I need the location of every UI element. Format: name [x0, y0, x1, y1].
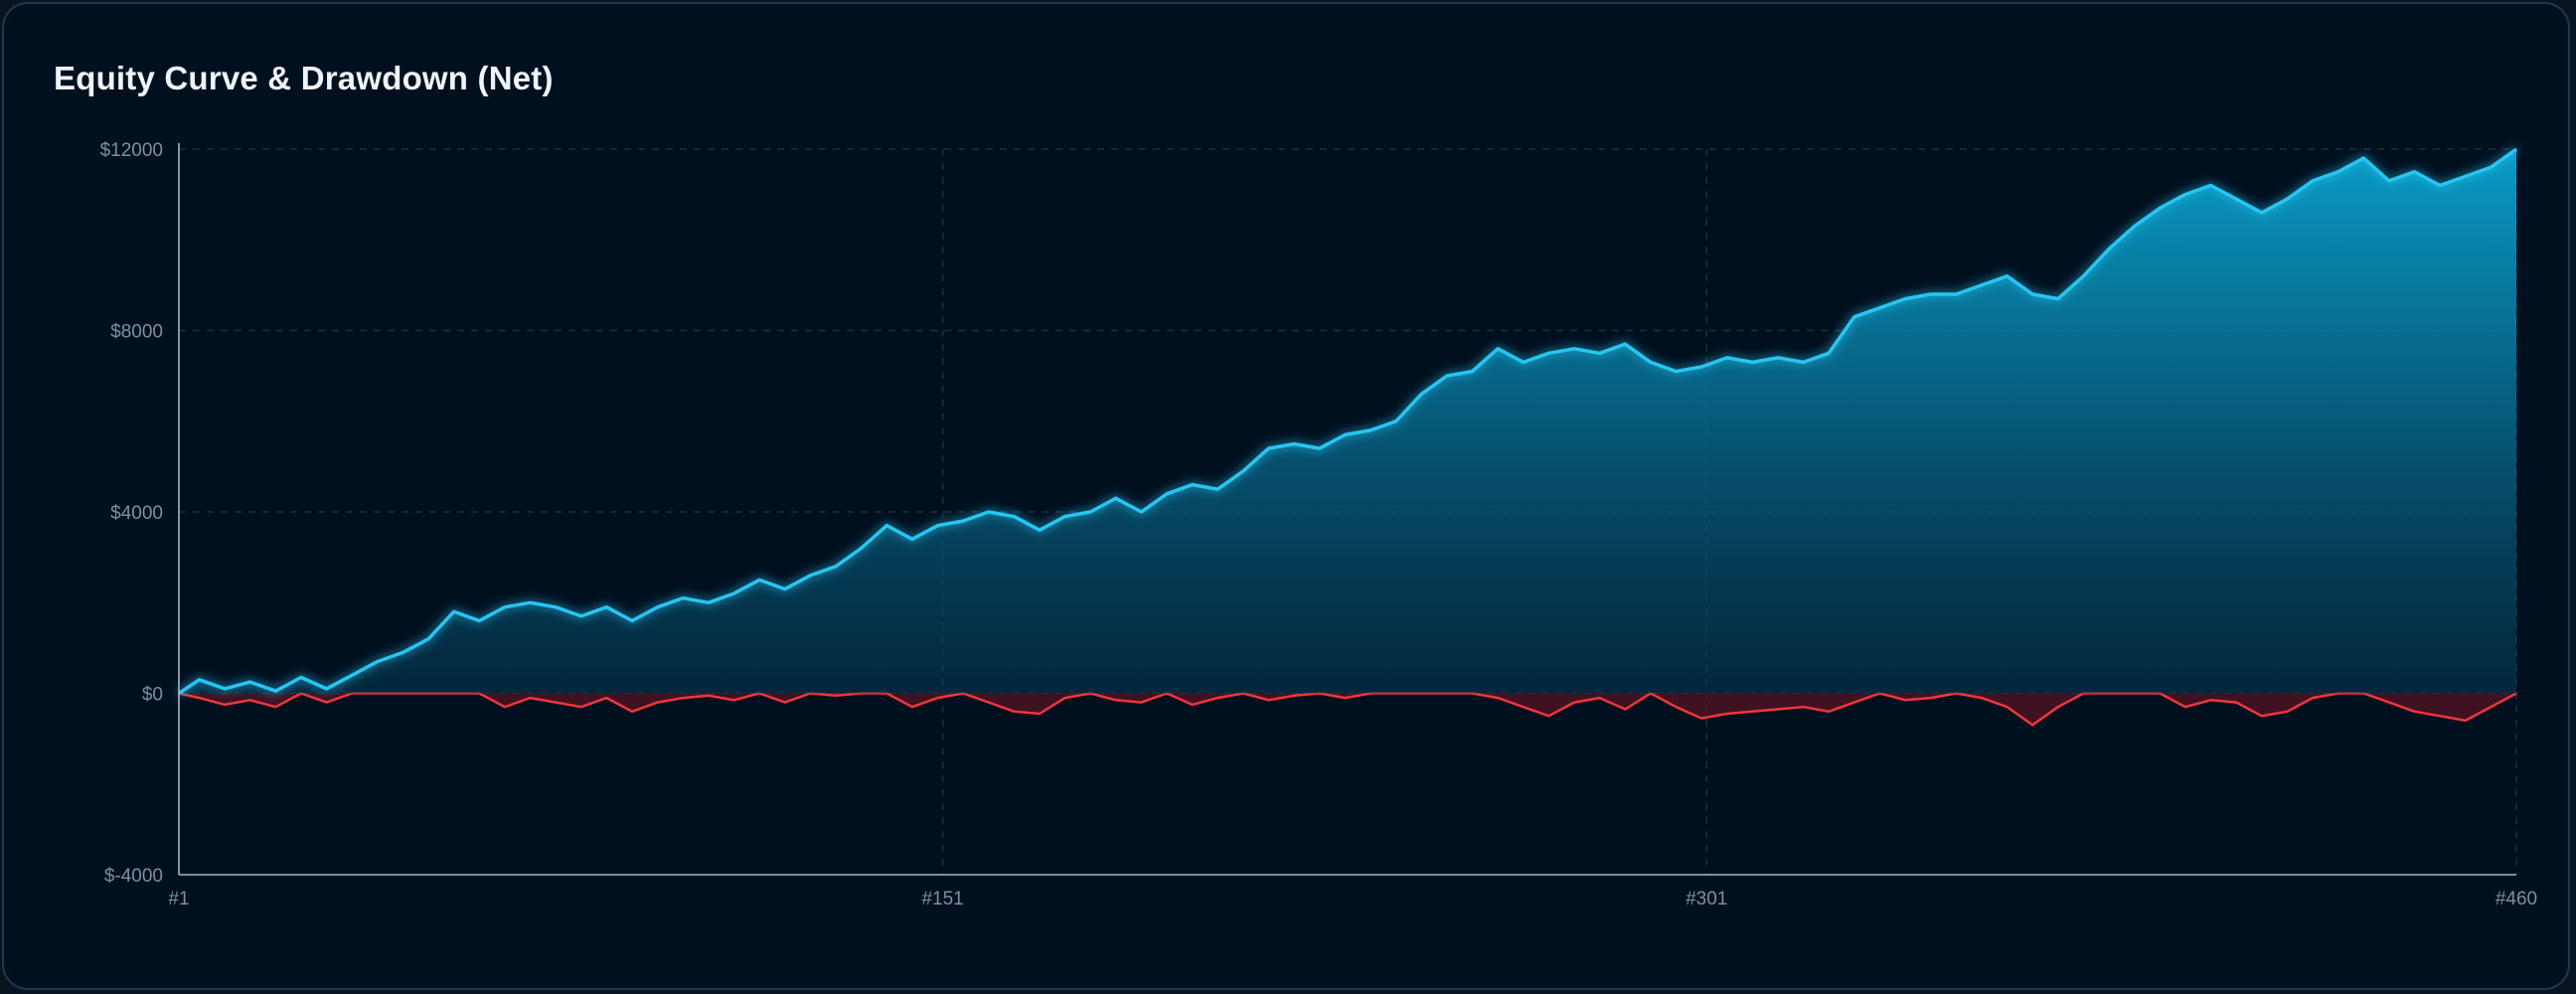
axes	[178, 143, 2516, 876]
y-tick-label: $0	[142, 685, 163, 706]
y-tick-label: $4000	[110, 503, 163, 524]
plot-area	[178, 147, 2518, 727]
y-tick-label: $12000	[100, 140, 163, 161]
drawdown-line	[178, 692, 2517, 727]
x-tick-label: #151	[921, 889, 963, 910]
chart-title: Equity Curve & Drawdown (Net)	[54, 60, 554, 96]
x-tick-label: #301	[1686, 889, 1727, 910]
tick-labels: $-4000 $0 $4000 $8000 $12000 #1 #151 #301 #460	[100, 140, 2538, 910]
equity-area	[179, 149, 2516, 694]
drawdown-area	[179, 693, 2516, 726]
x-tick-label: #460	[2496, 889, 2537, 910]
y-tick-label: $8000	[110, 322, 163, 343]
equity-line	[178, 147, 2518, 695]
x-tick-label: #1	[168, 889, 189, 910]
y-tick-label: $-4000	[104, 866, 163, 887]
